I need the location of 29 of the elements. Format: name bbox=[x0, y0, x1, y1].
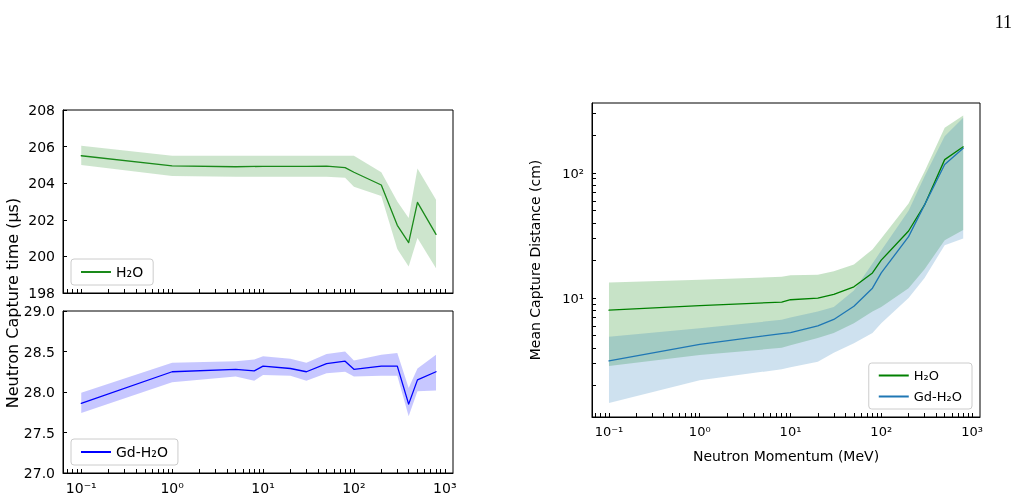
y-tick-label: 206 bbox=[28, 138, 56, 155]
x-tick-label: 10⁻¹ bbox=[594, 424, 624, 439]
y-tick-label: 27.0 bbox=[23, 465, 55, 481]
x-tick-label: 10³ bbox=[433, 480, 457, 496]
x-tick-label: 10⁰ bbox=[688, 424, 711, 439]
legend-label: Gd-H₂O bbox=[913, 389, 963, 404]
legend-label: H₂O bbox=[913, 368, 939, 383]
y-tick-label: 200 bbox=[28, 248, 55, 265]
x-tick-label: 10² bbox=[870, 424, 893, 439]
x-tick-label: 10³ bbox=[961, 424, 983, 439]
y-tick-label: 198 bbox=[28, 285, 55, 301]
y-tick-label: 28.5 bbox=[23, 343, 55, 360]
y-tick-label: 208 bbox=[28, 102, 55, 118]
y-tick-label: 204 bbox=[28, 175, 56, 192]
text: 11 bbox=[994, 12, 1012, 33]
y-tick-label: 27.5 bbox=[23, 424, 55, 441]
legend-label: Gd-H₂O bbox=[116, 444, 168, 460]
y-tick-label: 28.0 bbox=[23, 384, 55, 400]
y-tick-label: 202 bbox=[28, 211, 55, 228]
legend-label: H₂O bbox=[116, 264, 144, 280]
y-tick-label: 29.0 bbox=[23, 303, 55, 319]
x-tick-label: 10⁻¹ bbox=[65, 480, 97, 496]
x-tick-label: 10¹ bbox=[779, 424, 802, 439]
x-tick-label: 10² bbox=[342, 480, 366, 496]
x-tick-label: 10⁰ bbox=[160, 480, 185, 496]
x-tick-label: 10¹ bbox=[251, 480, 275, 496]
x-axis-title: Neutron Momentum (MeV) bbox=[692, 448, 880, 464]
y-axis-title: Neutron Capture time (μs) bbox=[2, 197, 22, 409]
y-axis-title: Mean Capture Distance (cm) bbox=[527, 159, 543, 361]
